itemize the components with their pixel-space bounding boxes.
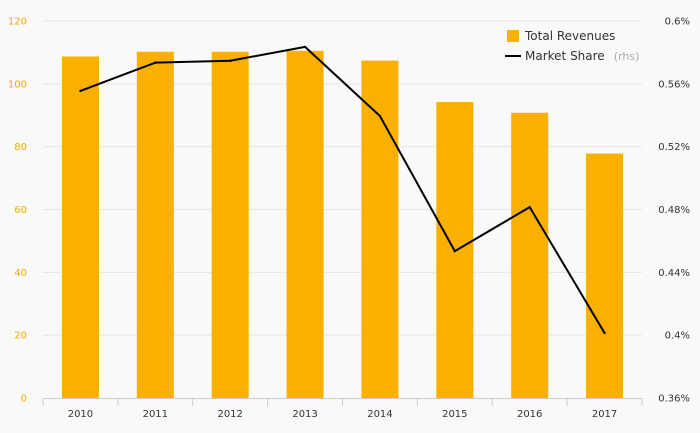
y-right-tick-label: 0.4% [665, 331, 690, 342]
point-market-share[interactable] [154, 61, 157, 64]
y-left-tick-label: 60 [14, 205, 27, 216]
legend-swatch-total-revenues [507, 30, 519, 42]
y-left-tick-label: 0 [21, 394, 27, 405]
y-left-tick-label: 40 [14, 268, 27, 279]
y-left-tick-label: 100 [8, 79, 27, 90]
point-market-share[interactable] [453, 249, 457, 253]
legend-label-total-revenues: Total Revenues [524, 29, 615, 43]
bar-total-revenues[interactable] [286, 50, 324, 399]
point-market-share[interactable] [378, 114, 382, 118]
y-right-tick-label: 0.6% [665, 17, 690, 28]
x-tick-label: 2010 [68, 409, 93, 420]
y-right-tick-label: 0.44% [658, 268, 690, 279]
y-axis-right: 0.36% 0.4% 0.44% 0.48% 0.52% 0.56% 0.6% [658, 17, 690, 405]
x-tick-label: 2016 [517, 409, 542, 420]
point-market-share[interactable] [528, 205, 531, 209]
line-market-share[interactable] [80, 45, 606, 334]
svg-text:Market Share (rhs): Market Share (rhs) [525, 45, 639, 64]
x-axis: 2010 2011 2012 2013 2014 2015 2016 2017 [42, 398, 643, 420]
bar-total-revenues[interactable] [361, 60, 399, 399]
y-right-tick-label: 0.36% [658, 394, 690, 405]
x-tick-label: 2012 [217, 409, 242, 420]
bar-total-revenues[interactable] [511, 112, 549, 398]
bar-total-revenues[interactable] [136, 51, 174, 399]
point-market-share[interactable] [603, 331, 606, 335]
bar-total-revenues[interactable] [211, 51, 249, 399]
legend[interactable]: Total Revenues Market Share (rhs) [505, 29, 639, 64]
legend-label-market-share: Market Share [525, 49, 605, 63]
point-market-share[interactable] [79, 89, 82, 93]
y-left-tick-label: 120 [8, 17, 27, 28]
bar-total-revenues[interactable] [586, 153, 624, 398]
bar-total-revenues[interactable] [61, 56, 99, 399]
x-tick-label: 2014 [367, 409, 392, 420]
y-left-tick-label: 80 [14, 142, 27, 153]
y-axis-left: 0 20 40 60 80 100 120 [8, 17, 27, 405]
x-tick-label: 2013 [292, 409, 317, 420]
x-tick-label: 2015 [442, 409, 467, 420]
bar-series [61, 50, 624, 399]
y-left-tick-label: 20 [14, 331, 27, 342]
y-right-tick-label: 0.52% [658, 142, 690, 153]
line-series [79, 45, 606, 335]
y-right-tick-label: 0.48% [658, 205, 690, 216]
x-tick-label: 2017 [592, 409, 617, 420]
x-tick-label: 2011 [143, 409, 168, 420]
y-right-tick-label: 0.56% [658, 79, 690, 90]
point-market-share[interactable] [303, 45, 307, 49]
legend-label-market-share-suffix: (rhs) [614, 50, 640, 63]
grid-lines [43, 20, 642, 336]
point-market-share[interactable] [228, 59, 232, 62]
